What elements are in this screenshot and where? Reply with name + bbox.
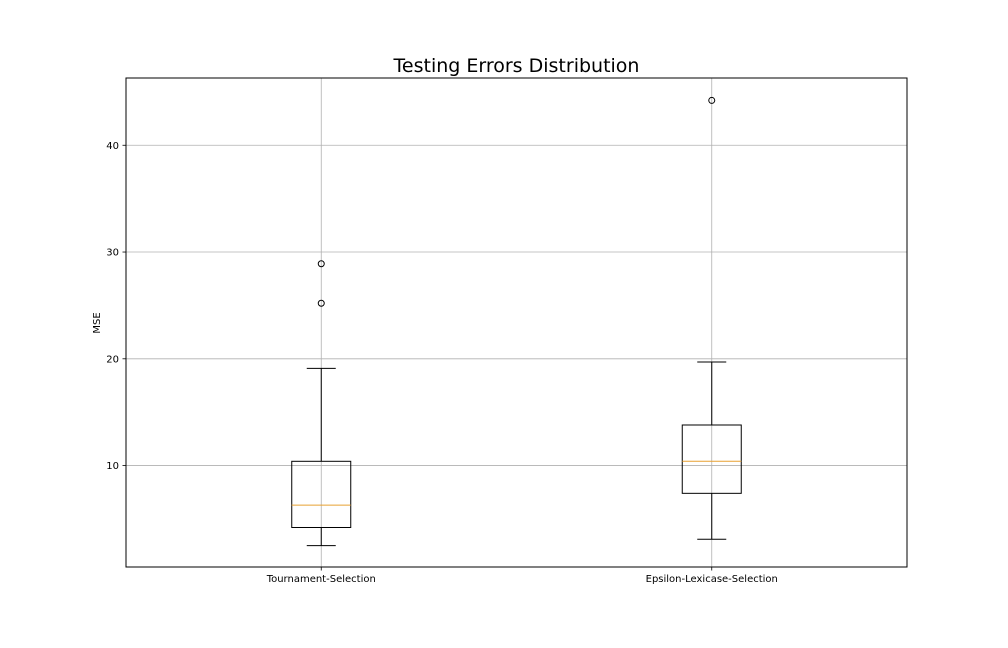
box-group bbox=[681, 96, 742, 540]
plot-area-frame bbox=[125, 77, 908, 568]
x-tick-label: Tournament-Selection bbox=[266, 574, 376, 585]
outlier-point bbox=[317, 260, 325, 268]
y-tick-label: 20 bbox=[106, 354, 119, 365]
box-group bbox=[291, 260, 352, 547]
y-tick-label: 10 bbox=[106, 461, 119, 472]
boxes bbox=[291, 96, 742, 547]
y-axis-label: MSE bbox=[92, 312, 103, 333]
outlier-point bbox=[317, 299, 325, 307]
y-tick-label: 30 bbox=[106, 248, 119, 259]
x-tick-label: Epsilon-Lexicase-Selection bbox=[646, 574, 778, 585]
outlier-point bbox=[708, 96, 716, 104]
axes: 10 20 30 40 Tournament-Selection Epsilon-Lexi… bbox=[106, 141, 778, 585]
chart-title: Testing Errors Distribution bbox=[393, 55, 640, 77]
grid-lines bbox=[126, 78, 907, 567]
iqr-box bbox=[291, 460, 352, 528]
iqr-box bbox=[681, 424, 742, 494]
y-tick-label: 40 bbox=[106, 141, 119, 152]
